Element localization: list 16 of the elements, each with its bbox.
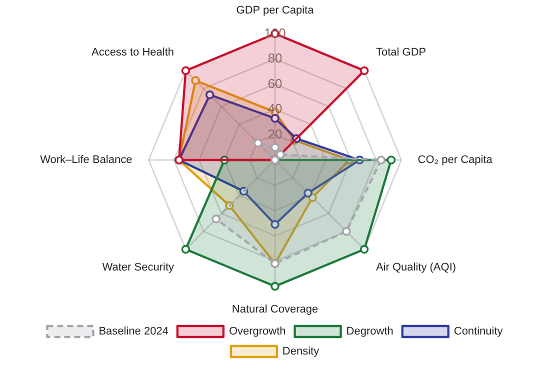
legend-label: Continuity <box>454 326 504 338</box>
legend-label: Density <box>282 346 320 358</box>
legend-label: Baseline 2024 <box>98 326 168 338</box>
spoke-label: GDP per Capita <box>236 4 315 17</box>
spoke-label: Natural Coverage <box>232 303 318 316</box>
y-tick-label: 60 <box>268 76 282 91</box>
legend-label: Overgrowth <box>228 326 286 338</box>
y-tick-label: 80 <box>268 50 282 66</box>
spoke-label: Water Security <box>102 262 175 274</box>
spoke-label: Access to Health <box>91 46 174 58</box>
spoke-label: Work–Life Balance <box>40 154 132 166</box>
spoke-label: Total GDP <box>376 46 426 58</box>
legend-label: Degrowth <box>346 326 394 338</box>
spoke-label: Air Quality (AQI) <box>376 262 456 274</box>
spoke-label: CO₂ per Capita <box>418 154 494 166</box>
y-tick-label: 20 <box>268 126 282 142</box>
